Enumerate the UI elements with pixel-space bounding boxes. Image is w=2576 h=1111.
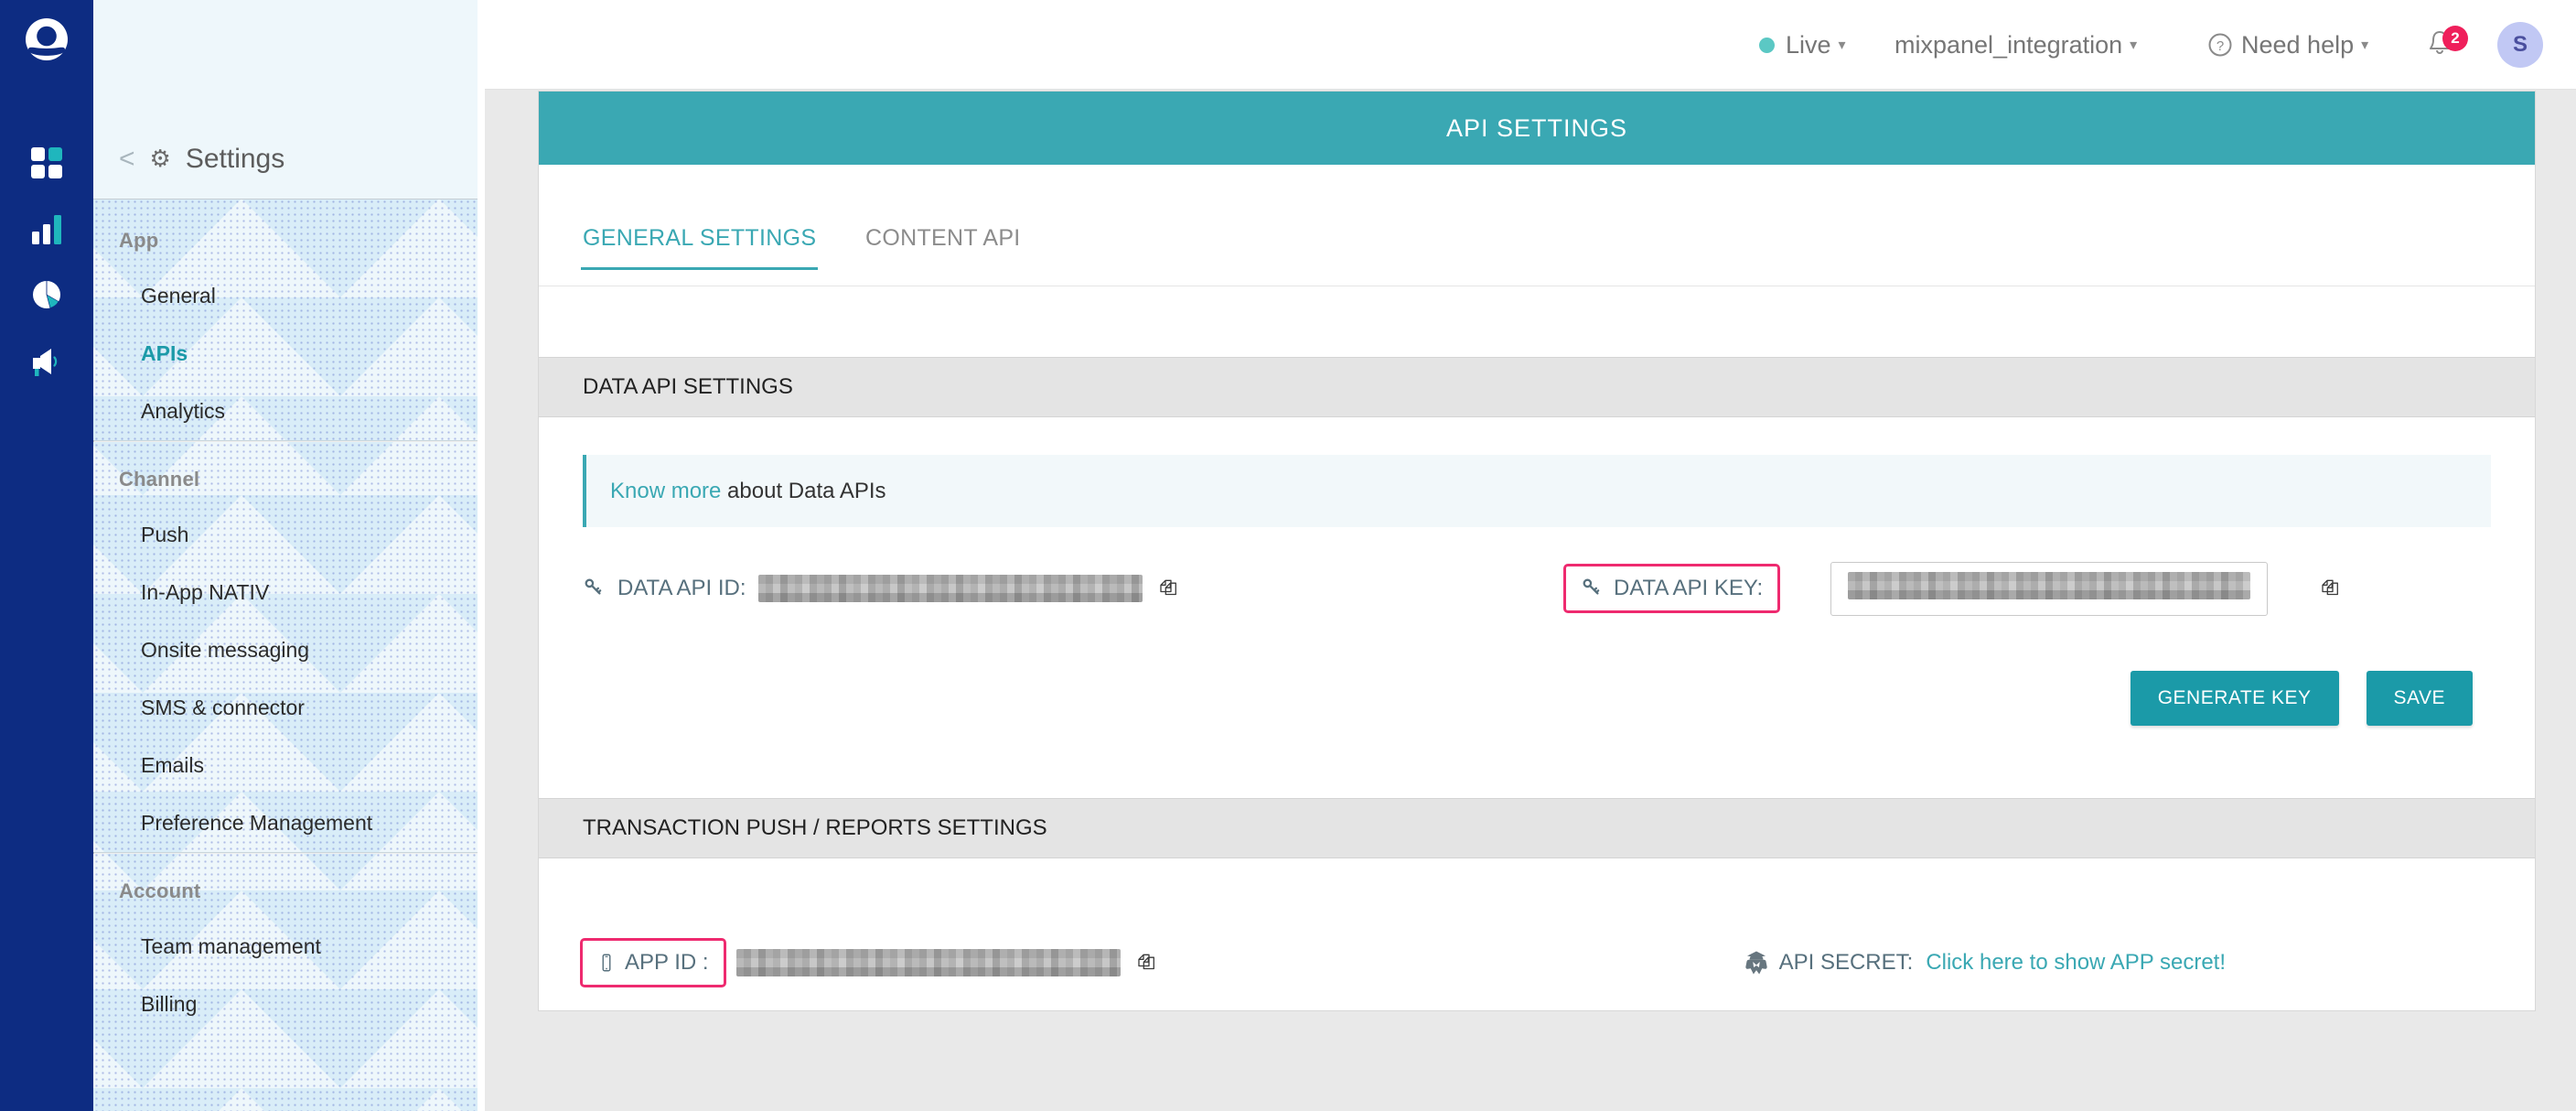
svg-text:?: ? xyxy=(2216,38,2224,54)
